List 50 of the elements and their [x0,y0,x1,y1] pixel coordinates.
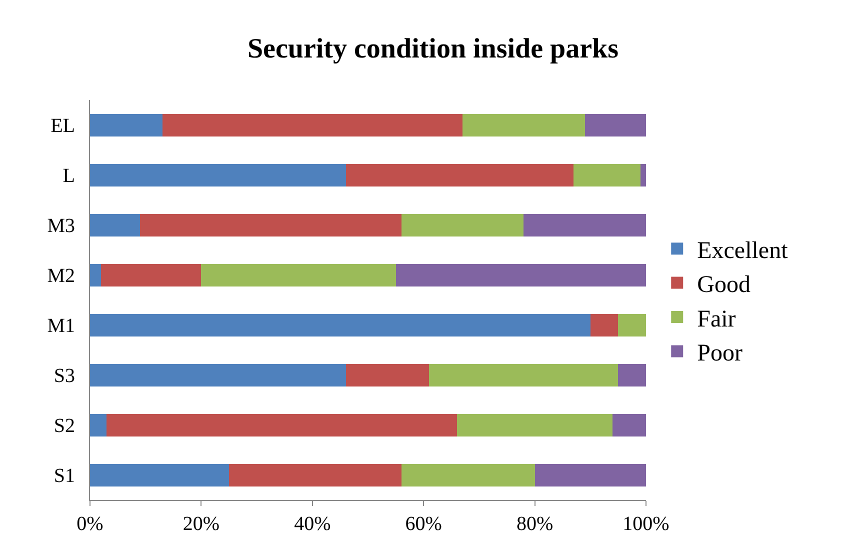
bar [90,114,162,136]
bar [401,464,535,486]
y-tick-label: EL [50,115,75,137]
y-tick-label: L [62,165,75,187]
x-tick-label: 100% [622,513,670,535]
bar [106,414,457,436]
bar [590,314,618,336]
legend-label: Poor [697,340,742,367]
bar [618,314,646,336]
bar [462,114,585,136]
bar [612,414,646,436]
x-tick-label: 20% [182,513,220,535]
x-tick-label: 60% [405,513,442,535]
bar [534,464,646,486]
x-tick-label: 40% [294,513,331,535]
legend-label: Good [697,272,750,298]
bar [456,414,613,436]
bar [201,264,396,286]
bar [162,114,463,136]
bar [90,414,107,436]
bar [618,364,646,386]
bar [640,164,646,186]
legend-label: Excellent [697,238,788,264]
y-tick-label: S3 [54,365,75,387]
bar [101,264,202,286]
bar [90,214,140,236]
y-tick-label: S2 [54,415,75,437]
y-tick-label: M2 [47,265,75,287]
bar [524,214,646,236]
bar [140,214,402,236]
x-tick-label: 80% [516,513,554,535]
bar [346,364,430,386]
bar [90,464,229,486]
bar [429,364,618,386]
bar [90,164,346,186]
bar [90,264,102,286]
bar [90,314,590,336]
bar [346,164,574,186]
bar [396,264,646,286]
bar [574,164,640,186]
y-tick-label: M3 [47,215,75,237]
bar [90,364,346,386]
bar [584,114,646,136]
bar [229,464,402,486]
chart-title: Security condition inside parks [247,33,619,64]
y-tick-label: S1 [54,465,75,487]
bar [401,214,524,236]
legend-label: Fair [697,306,736,332]
x-tick-label: 0% [76,513,104,535]
y-tick-label: M1 [47,315,75,337]
